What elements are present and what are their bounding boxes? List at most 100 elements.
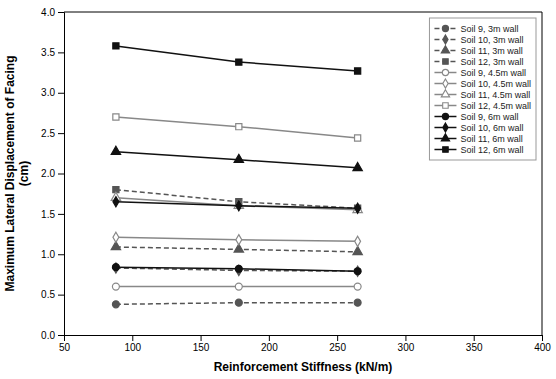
- legend-item: Soil 9, 6m wall: [434, 112, 518, 122]
- tick-label: 2.5: [41, 128, 55, 139]
- tick-mark: [132, 335, 133, 341]
- tick: 2.0: [41, 168, 64, 179]
- series: [111, 192, 362, 212]
- legend-marker: [443, 59, 449, 65]
- tick: 3.5: [41, 47, 64, 58]
- tick-label: 350: [466, 342, 483, 353]
- point: [112, 283, 119, 290]
- tick-mark: [337, 335, 338, 341]
- point: [355, 68, 361, 74]
- tick: 0.5: [41, 289, 64, 300]
- point: [355, 135, 361, 141]
- tick-mark: [58, 12, 64, 13]
- tick-mark: [58, 214, 64, 215]
- legend-marker: [443, 147, 449, 153]
- tick-mark: [58, 133, 64, 134]
- point: [355, 236, 361, 246]
- legend-marker: [443, 35, 448, 44]
- tick-label: 250: [329, 342, 346, 353]
- point: [113, 43, 119, 49]
- legend-item: Soil 10, 3m wall: [434, 35, 523, 45]
- point: [235, 265, 242, 272]
- tick: 100: [124, 335, 141, 353]
- tick: 350: [466, 335, 483, 353]
- series: [113, 114, 361, 141]
- tick-mark: [405, 335, 406, 341]
- point: [353, 246, 362, 254]
- legend-label: Soil 12, 3m wall: [460, 57, 523, 67]
- legend-item: Soil 11, 4.5m wall: [434, 90, 530, 100]
- point: [113, 263, 119, 273]
- y-axis: 0.00.51.01.52.02.53.03.54.0: [41, 7, 64, 341]
- axis-line: [58, 13, 65, 336]
- point: [354, 268, 361, 275]
- line: [116, 46, 358, 71]
- plot: 50 100 150 200 250 300 350 400 0.0 0.5 1.0 1.5 2.0 2.…: [41, 7, 551, 353]
- tick: 2.5: [41, 128, 64, 139]
- tick: 3.0: [41, 87, 64, 98]
- legend-marker: [441, 90, 449, 97]
- legend-item: Soil 12, 6m wall: [434, 145, 523, 155]
- tick-mark: [58, 93, 64, 94]
- legend-label: Soil 12, 6m wall: [460, 145, 523, 155]
- tick-label: 3.5: [41, 47, 55, 58]
- tick: 0.0: [41, 330, 64, 341]
- frame: [64, 12, 542, 13]
- point: [235, 283, 242, 290]
- legend-label: Soil 10, 3m wall: [460, 35, 523, 45]
- tick-label: 1.0: [41, 249, 55, 260]
- series: [112, 264, 361, 275]
- tick-mark: [201, 335, 202, 341]
- series: [112, 299, 361, 308]
- legend-marker: [443, 103, 449, 109]
- tick: 300: [398, 335, 415, 353]
- legend-item: Soil 9, 3m wall: [434, 24, 518, 34]
- point: [353, 162, 362, 170]
- tick: 400: [534, 335, 551, 353]
- point: [236, 124, 242, 130]
- x-axis-title: Reinforcement Stiffness (kN/m): [214, 360, 393, 374]
- line: [116, 117, 358, 138]
- legend-marker: [443, 123, 448, 132]
- chart: 50 100 150 200 250 300 350 400 0.0 0.5 1.0 1.5 2.0 2.…: [0, 0, 556, 379]
- legend: Soil 9, 3m wallSoil 10, 3m wall Soil 11, …: [429, 18, 536, 160]
- legend-label: Soil 9, 4.5m wall: [460, 68, 526, 78]
- tick-label: 1.5: [41, 209, 55, 220]
- legend-label: Soil 11, 6m wall: [460, 134, 522, 144]
- point: [236, 59, 242, 65]
- point: [113, 232, 119, 242]
- tick-mark: [58, 254, 64, 255]
- legend-marker: [441, 134, 449, 141]
- point: [354, 283, 361, 290]
- point: [236, 201, 242, 211]
- legend-item: Soil 10, 6m wall: [434, 123, 523, 133]
- legend-label: Soil 9, 3m wall: [460, 24, 518, 34]
- legend-marker: [443, 79, 448, 88]
- point: [354, 299, 361, 306]
- point: [234, 154, 243, 162]
- tick-mark: [542, 335, 543, 341]
- tick-mark: [269, 335, 270, 341]
- tick-mark: [474, 335, 475, 341]
- tick-label: 50: [59, 342, 71, 353]
- tick-label: 300: [398, 342, 415, 353]
- legend-label: Soil 10, 6m wall: [460, 123, 523, 133]
- legend-item: Soil 12, 4.5m wall: [434, 101, 531, 111]
- point: [113, 197, 119, 207]
- tick-label: 2.0: [41, 168, 55, 179]
- tick: 200: [261, 335, 278, 353]
- tick-label: 100: [124, 342, 141, 353]
- legend-marker: [442, 113, 448, 119]
- tick-label: 400: [534, 342, 551, 353]
- tick-mark: [58, 52, 64, 53]
- series-group: [111, 43, 362, 308]
- tick: 50: [59, 335, 71, 353]
- tick-label: 150: [193, 342, 210, 353]
- point: [235, 299, 242, 306]
- point: [355, 266, 361, 276]
- legend-label: Soil 12, 4.5m wall: [460, 101, 531, 111]
- tick-label: 3.0: [41, 87, 55, 98]
- legend-marker: [442, 69, 448, 75]
- point: [112, 264, 119, 271]
- series: [113, 43, 361, 74]
